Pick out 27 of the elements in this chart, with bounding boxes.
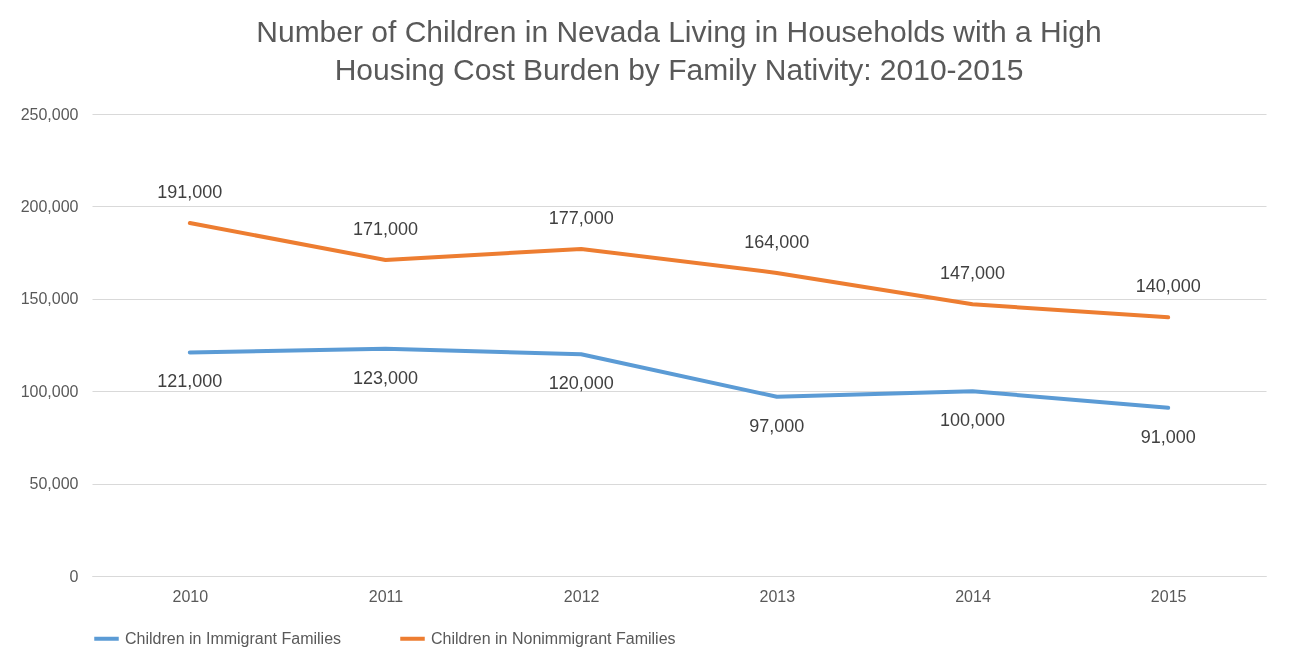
data-label: 177,000 — [548, 207, 614, 228]
x-tick-label: 2010 — [172, 587, 209, 605]
data-label: 191,000 — [157, 182, 223, 203]
data-label: 164,000 — [744, 231, 810, 252]
legend-label: Children in Nonimmigrant Families — [431, 629, 676, 647]
y-tick-label: 0 — [69, 567, 79, 585]
data-label: 100,000 — [939, 410, 1006, 431]
data-label: 147,000 — [939, 263, 1006, 284]
y-tick-label: 250,000 — [20, 105, 79, 123]
data-label: 171,000 — [352, 218, 419, 239]
y-tick-label: 100,000 — [20, 382, 79, 400]
x-tick-label: 2011 — [368, 587, 404, 605]
legend-label: Children in Immigrant Families — [125, 629, 342, 647]
x-tick-label: 2014 — [955, 587, 991, 605]
x-tick-label: 2013 — [759, 587, 796, 605]
data-label: 91,000 — [1140, 426, 1196, 447]
data-label: 140,000 — [1135, 276, 1201, 297]
x-tick-label: 2012 — [563, 587, 600, 605]
data-label: 123,000 — [352, 367, 419, 388]
data-label: 120,000 — [548, 373, 614, 394]
data-label: 97,000 — [749, 415, 805, 436]
y-tick-label: 50,000 — [29, 475, 79, 493]
x-tick-label: 2015 — [1150, 587, 1187, 605]
data-label: 121,000 — [157, 371, 223, 392]
chart-title: Number of Children in Nevada Living in Households with a High Housing Cost Burden by Family Nativity: 2010-2015 — [256, 15, 1102, 86]
y-tick-label: 150,000 — [20, 290, 79, 308]
y-tick-label: 200,000 — [20, 197, 79, 215]
